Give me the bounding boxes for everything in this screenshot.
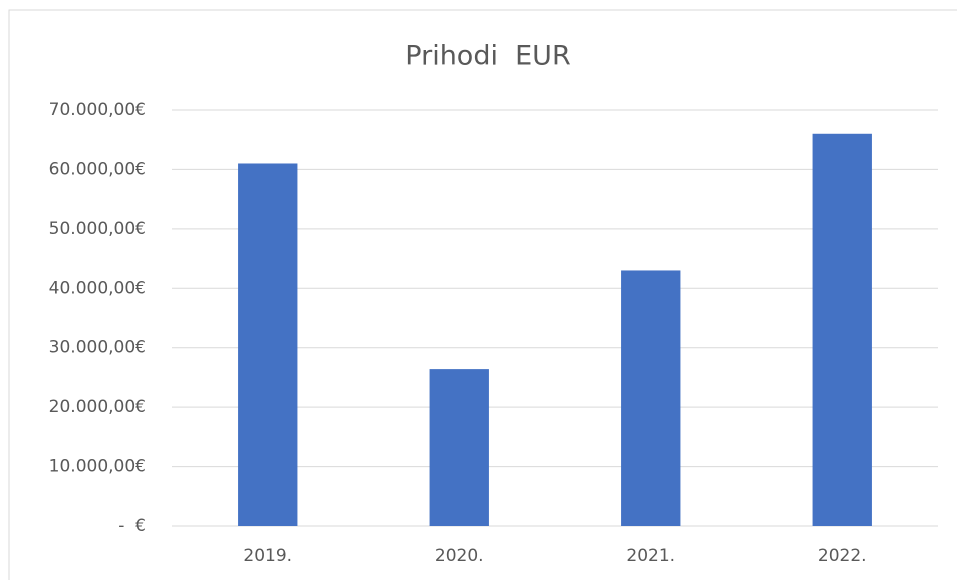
x-tick-label: 2022. [818, 546, 867, 566]
y-tick-label: 10.000,00€ [49, 457, 146, 477]
bar [621, 270, 681, 526]
bar [238, 163, 298, 526]
y-tick-label: - € [118, 516, 146, 536]
x-tick-label: 2019. [243, 546, 292, 566]
chart-title: Prihodi EUR [405, 41, 570, 72]
y-tick-label: 40.000,00€ [49, 278, 146, 298]
y-tick-label: 30.000,00€ [49, 338, 146, 358]
y-tick-label: 70.000,00€ [49, 100, 146, 120]
bar [429, 369, 489, 526]
y-tick-label: 20.000,00€ [49, 397, 146, 417]
bar [812, 133, 872, 526]
x-tick-label: 2021. [626, 546, 675, 566]
x-tick-label: 2020. [435, 546, 484, 566]
y-tick-label: 50.000,00€ [49, 219, 146, 239]
y-tick-label: 60.000,00€ [49, 159, 146, 179]
